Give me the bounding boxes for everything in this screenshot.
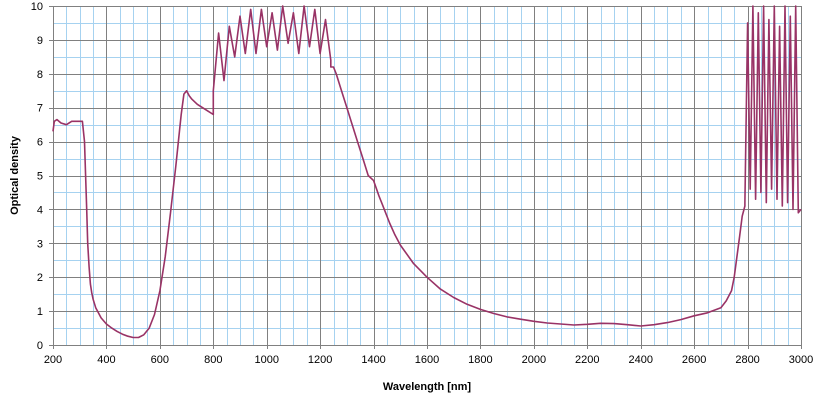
y-tick-label: 9 [37, 35, 43, 47]
y-tick-label: 4 [37, 204, 43, 216]
x-tick-label: 200 [44, 354, 62, 366]
axes [49, 6, 802, 349]
y-tick-label: 10 [31, 1, 43, 13]
y-tick-label: 6 [37, 137, 43, 149]
y-tick-label: 5 [37, 171, 43, 183]
series-line [52, 5, 802, 339]
x-tick-label: 2600 [682, 354, 706, 366]
y-tick-label: 2 [37, 272, 43, 284]
x-tick-label: 1200 [308, 354, 332, 366]
x-tick-label: 2800 [735, 354, 759, 366]
series-layer [52, 5, 802, 339]
y-tick-label: 8 [37, 69, 43, 81]
x-tick-label: 2200 [575, 354, 599, 366]
x-axis-title: Wavelength [nm] [383, 381, 472, 393]
x-tick-label: 1000 [254, 354, 278, 366]
y-tick-label: 1 [37, 306, 43, 318]
y-tick-label: 7 [37, 103, 43, 115]
y-tick-label: 0 [37, 340, 43, 352]
x-tick-label: 600 [151, 354, 169, 366]
x-tick-label: 1400 [361, 354, 385, 366]
y-axis-title: Optical density [9, 135, 21, 215]
x-tick-label: 2000 [522, 354, 546, 366]
x-tick-label: 3000 [789, 354, 813, 366]
x-tick-label: 2400 [628, 354, 652, 366]
x-tick-label: 1800 [468, 354, 492, 366]
y-tick-label: 3 [37, 238, 43, 250]
x-tick-labels: 200 400 600 800 1000 1200 1400 1600 1800 2000 2200… [44, 354, 813, 366]
x-tick-label: 1600 [415, 354, 439, 366]
x-tick-label: 400 [97, 354, 115, 366]
y-tick-labels: 0 1 2 3 4 5 6 7 8 9 10 [31, 1, 43, 352]
x-tick-label: 800 [204, 354, 222, 366]
